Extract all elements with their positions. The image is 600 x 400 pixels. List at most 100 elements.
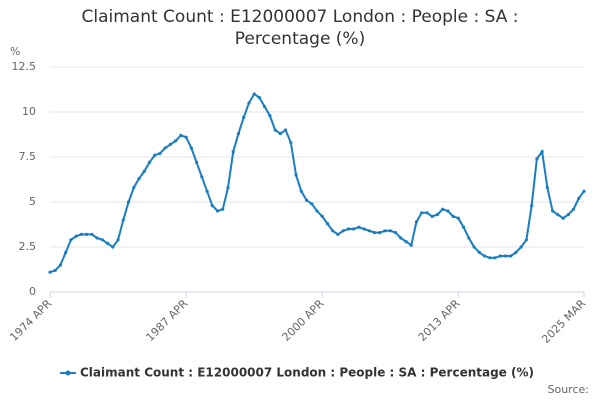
point (158, 151, 162, 155)
point (105, 241, 110, 245)
point (372, 231, 377, 235)
point (556, 213, 560, 217)
point (205, 189, 209, 193)
point (467, 236, 471, 240)
point (540, 150, 544, 154)
point (289, 141, 293, 145)
point (503, 254, 508, 258)
point (79, 232, 84, 236)
point (461, 225, 466, 229)
point (571, 207, 576, 211)
point (58, 263, 63, 267)
point (194, 160, 199, 164)
point (477, 250, 481, 254)
point (242, 115, 246, 119)
point (488, 256, 492, 260)
point (352, 227, 356, 231)
point (74, 234, 78, 238)
point (524, 238, 529, 242)
point (278, 132, 282, 136)
point (509, 254, 513, 258)
point (100, 238, 104, 242)
point (142, 169, 146, 173)
point (111, 245, 115, 249)
source: Source: (548, 383, 590, 396)
point (221, 207, 225, 211)
point (425, 211, 429, 215)
point (132, 186, 136, 190)
point (519, 245, 523, 249)
point (184, 135, 188, 139)
point (163, 146, 167, 150)
point (299, 189, 303, 193)
point (577, 196, 581, 200)
point (357, 225, 361, 229)
point (95, 236, 99, 240)
point (310, 202, 314, 206)
chart-title: Claimant Count : E12000007 London : Peop… (81, 7, 519, 49)
point (346, 227, 351, 231)
x-tick-label: 2013 APR (416, 297, 463, 344)
point (215, 209, 220, 213)
point (304, 198, 309, 202)
point (582, 189, 586, 193)
point (90, 232, 94, 236)
point (566, 213, 570, 217)
point (189, 146, 193, 150)
point (409, 243, 413, 247)
point (493, 256, 497, 260)
point (126, 200, 131, 204)
point (378, 231, 382, 235)
point (388, 229, 392, 233)
y-tick-label: 5 (29, 195, 36, 208)
point (263, 105, 267, 109)
y-axis-label: % (10, 45, 20, 58)
point (168, 142, 173, 146)
point (362, 227, 366, 231)
point (550, 209, 555, 213)
point (420, 211, 424, 215)
point (404, 240, 408, 244)
point (200, 175, 204, 179)
series-line (49, 92, 585, 274)
point (147, 160, 152, 164)
point (430, 214, 434, 218)
point (273, 128, 277, 132)
point (530, 204, 534, 208)
point (561, 216, 565, 220)
point (294, 173, 298, 177)
point (236, 132, 241, 136)
point (393, 231, 398, 235)
point (331, 229, 335, 233)
x-tick-label: 1987 APR (143, 297, 190, 344)
point (283, 128, 288, 132)
point (451, 214, 455, 218)
point (535, 157, 539, 161)
point (153, 153, 157, 157)
point (325, 222, 330, 226)
point (210, 204, 214, 208)
point (336, 232, 340, 236)
point (456, 216, 460, 220)
y-tick-label: 10 (22, 105, 36, 118)
point (85, 232, 89, 236)
legend-text: Claimant Count : E12000007 London : Peop… (80, 366, 534, 380)
point (174, 139, 178, 143)
point (247, 101, 251, 105)
point (320, 214, 324, 218)
point (498, 254, 502, 258)
point (315, 209, 319, 213)
point (226, 186, 230, 190)
point (441, 207, 445, 211)
y-tick-label: 12.5 (12, 60, 37, 73)
point (257, 96, 262, 100)
point (514, 250, 518, 254)
x-tick-label: 2000 APR (280, 297, 327, 344)
point (399, 236, 403, 240)
legend-marker (65, 370, 71, 376)
y-tick-label: 0 (29, 285, 36, 298)
point (137, 177, 141, 181)
point (435, 213, 440, 217)
point (545, 186, 549, 190)
